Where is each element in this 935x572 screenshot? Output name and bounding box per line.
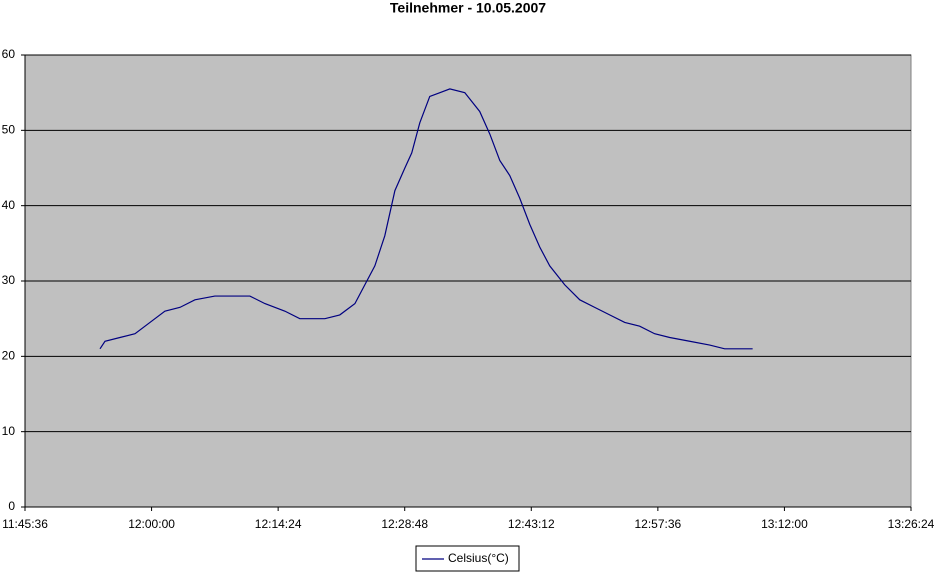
y-tick-label: 40	[2, 198, 16, 212]
x-tick-label: 12:28:48	[381, 517, 428, 531]
x-tick-label: 12:43:12	[508, 517, 555, 531]
x-tick-label: 13:12:00	[761, 517, 808, 531]
chart-title: Teilnehmer - 10.05.2007	[390, 0, 546, 16]
data-line	[99, 88, 753, 350]
x-tick-label: 12:00:00	[128, 517, 175, 531]
y-tick-label: 50	[2, 123, 16, 137]
y-tick-label: 30	[2, 273, 16, 287]
x-tick-label: 12:14:24	[255, 517, 302, 531]
x-tick-label: 13:26:24	[888, 517, 935, 531]
y-tick-label: 60	[2, 47, 16, 61]
legend-label: Celsius(°C)	[448, 551, 509, 565]
x-tick-label: 12:57:36	[634, 517, 681, 531]
y-tick-label: 0	[8, 499, 15, 513]
y-tick-label: 20	[2, 349, 16, 363]
y-tick-label: 10	[2, 424, 16, 438]
x-tick-label: 11:45:36	[2, 517, 48, 531]
